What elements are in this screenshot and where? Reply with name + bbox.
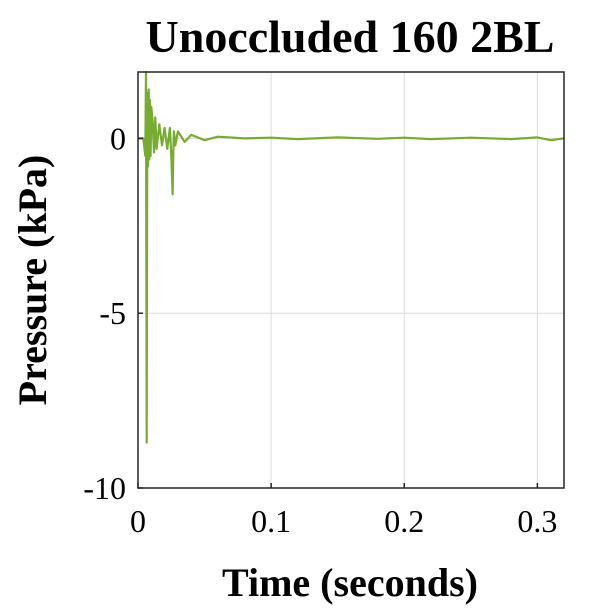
y-tick-label: 0 — [110, 120, 126, 156]
series-layer — [138, 70, 565, 444]
x-tick-label: 0.3 — [517, 503, 557, 539]
x-tick-label: 0 — [130, 503, 146, 539]
y-tick-label: -5 — [99, 295, 126, 331]
plot-border — [137, 71, 565, 489]
x-tick-label: 0.2 — [384, 503, 424, 539]
tick-labels: 0 0.1 0.2 0.3 -10 -5 0 — [83, 120, 557, 539]
chart-title: Unoccluded 160 2BL — [146, 11, 555, 62]
y-axis-label: Pressure (kPa) — [10, 155, 55, 406]
ticks — [137, 137, 539, 489]
y-tick-label: -10 — [83, 470, 126, 506]
plot-area — [138, 72, 564, 488]
x-tick-label: 0.1 — [251, 503, 291, 539]
x-axis-label: Time (seconds) — [222, 560, 478, 605]
series-line-0 — [138, 70, 565, 444]
